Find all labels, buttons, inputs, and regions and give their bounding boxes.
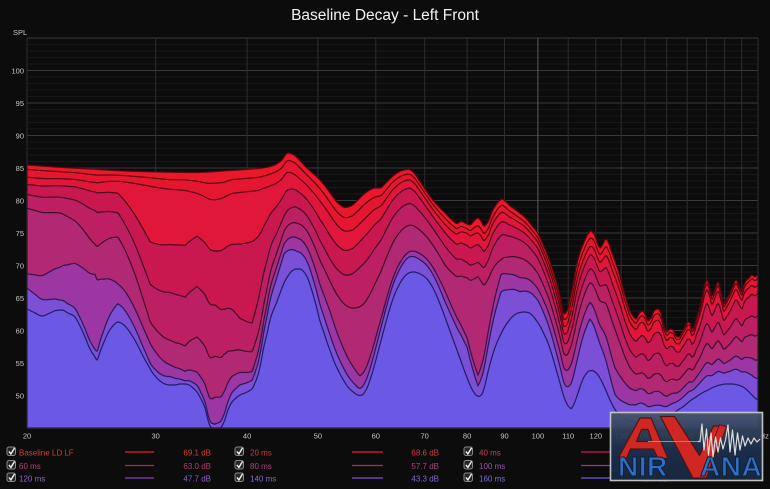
svg-text:100: 100	[532, 432, 545, 441]
svg-text:43.3 dB: 43.3 dB	[411, 475, 439, 484]
svg-text:SPL: SPL	[13, 28, 27, 37]
svg-text:120 ms: 120 ms	[19, 475, 45, 484]
svg-text:70: 70	[421, 432, 429, 441]
svg-text:85: 85	[16, 164, 24, 173]
svg-text:ANA: ANA	[700, 451, 762, 482]
svg-text:20 ms: 20 ms	[250, 449, 272, 458]
svg-text:NIR: NIR	[618, 451, 668, 482]
svg-text:120: 120	[590, 432, 603, 441]
svg-text:69.1 dB: 69.1 dB	[183, 449, 211, 458]
svg-text:110: 110	[562, 432, 574, 441]
svg-text:63.0 dB: 63.0 dB	[183, 462, 211, 471]
svg-text:100 ms: 100 ms	[479, 462, 505, 471]
svg-text:60: 60	[372, 432, 380, 441]
svg-text:65: 65	[16, 294, 24, 303]
svg-text:60: 60	[16, 327, 24, 336]
svg-text:40: 40	[243, 432, 251, 441]
svg-text:80 ms: 80 ms	[250, 462, 272, 471]
svg-text:40 ms: 40 ms	[479, 449, 501, 458]
svg-text:57.7 dB: 57.7 dB	[411, 462, 439, 471]
svg-text:20: 20	[23, 432, 31, 441]
svg-text:140 ms: 140 ms	[250, 475, 276, 484]
svg-text:Baseline LD LF: Baseline LD LF	[19, 449, 74, 458]
svg-text:47.7 dB: 47.7 dB	[183, 475, 211, 484]
svg-text:90: 90	[500, 432, 508, 441]
svg-text:160 ms: 160 ms	[479, 475, 505, 484]
svg-text:55: 55	[16, 359, 24, 368]
svg-text:100: 100	[11, 67, 24, 76]
svg-text:90: 90	[16, 132, 24, 141]
svg-text:50: 50	[314, 432, 322, 441]
svg-text:75: 75	[16, 229, 24, 238]
svg-text:60 ms: 60 ms	[19, 462, 41, 471]
svg-text:30: 30	[152, 432, 160, 441]
svg-text:70: 70	[16, 262, 24, 271]
svg-text:95: 95	[16, 99, 24, 108]
svg-text:68.6 dB: 68.6 dB	[411, 449, 439, 458]
svg-text:80: 80	[16, 197, 24, 206]
svg-text:80: 80	[463, 432, 471, 441]
svg-text:50: 50	[16, 392, 24, 401]
svg-text:Baseline Decay - Left Front: Baseline Decay - Left Front	[291, 7, 480, 24]
